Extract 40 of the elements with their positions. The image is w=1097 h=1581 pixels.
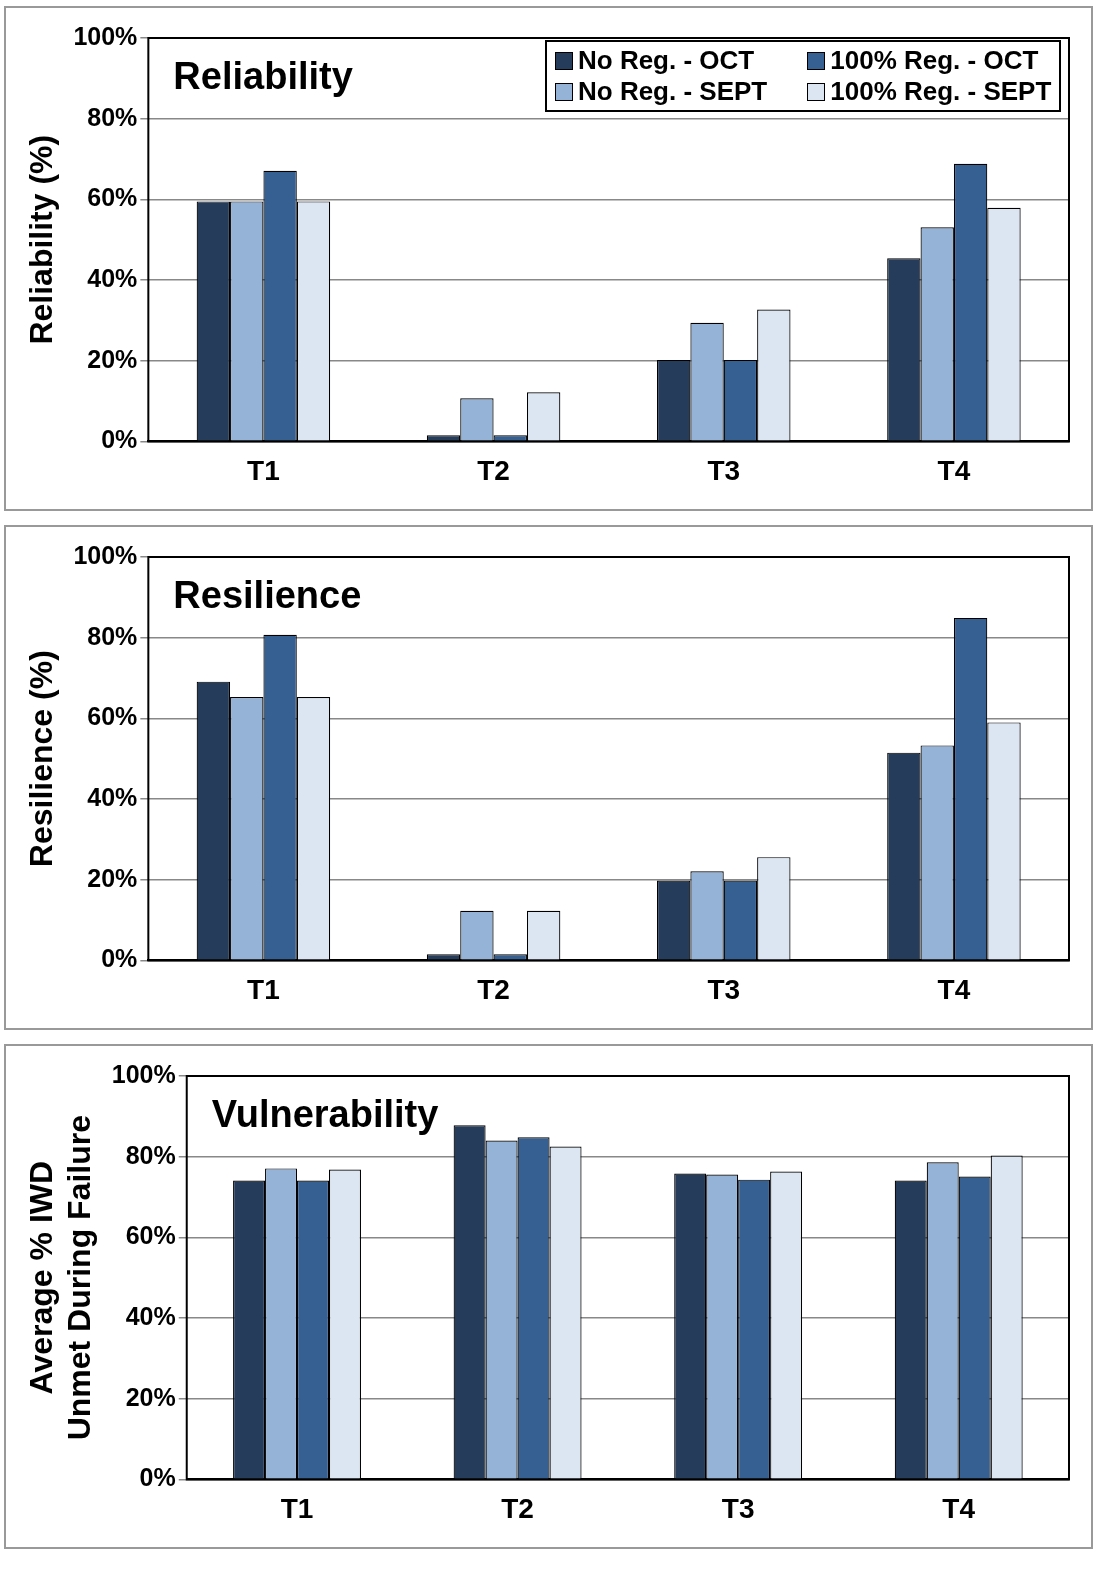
legend-label: No Reg. - OCT xyxy=(577,45,756,76)
y-axis-title: Reliability (%) xyxy=(23,134,60,345)
text: Vulnerability xyxy=(211,1093,439,1136)
y-tick-label: 80% xyxy=(87,102,138,131)
x-tick-label: T4 xyxy=(937,454,971,486)
x-tick-label: T2 xyxy=(501,1492,534,1524)
y-tick-label: 20% xyxy=(87,344,138,373)
y-tick-label: 100% xyxy=(111,1059,176,1088)
legend-label: No Reg. - SEPT xyxy=(577,76,768,107)
y-tick-label: 60% xyxy=(87,702,138,731)
x-tick-label: T2 xyxy=(477,454,510,486)
y-tick-label: 0% xyxy=(101,944,138,973)
legend-label: 100% Reg. - SEPT xyxy=(829,76,1052,107)
y-tick-label: 20% xyxy=(87,863,138,892)
legend-label: 100% Reg. - OCT xyxy=(829,45,1040,76)
x-tick-label: T1 xyxy=(247,973,280,1005)
x-tick-label: T1 xyxy=(280,1492,314,1524)
y-tick-label: 40% xyxy=(87,782,138,811)
y-tick-label: 80% xyxy=(87,621,138,650)
y-axis-title: Resilience (%) xyxy=(23,650,60,868)
text: Reliability xyxy=(173,55,353,98)
x-tick-label: T3 xyxy=(721,1492,755,1524)
y-tick-label: 20% xyxy=(125,1382,176,1411)
x-tick-label: T4 xyxy=(942,1492,976,1524)
x-tick-label: T4 xyxy=(937,973,971,1005)
y-axis-title: Average % IWD Unmet During Failure xyxy=(23,1115,98,1441)
x-tick-label: T2 xyxy=(477,973,510,1005)
y-tick-label: 100% xyxy=(73,540,138,569)
y-tick-label: 60% xyxy=(125,1221,176,1250)
y-tick-label: 80% xyxy=(125,1140,176,1169)
text: Resilience xyxy=(173,574,362,617)
y-tick-label: 0% xyxy=(101,425,138,454)
y-tick-label: 0% xyxy=(139,1463,176,1492)
y-tick-label: 40% xyxy=(125,1301,176,1330)
x-tick-label: T1 xyxy=(247,454,280,486)
x-tick-label: T3 xyxy=(707,454,741,486)
y-tick-label: 40% xyxy=(87,263,138,292)
x-tick-label: T3 xyxy=(707,973,741,1005)
y-tick-label: 60% xyxy=(87,183,138,212)
y-tick-label: 100% xyxy=(73,21,138,50)
